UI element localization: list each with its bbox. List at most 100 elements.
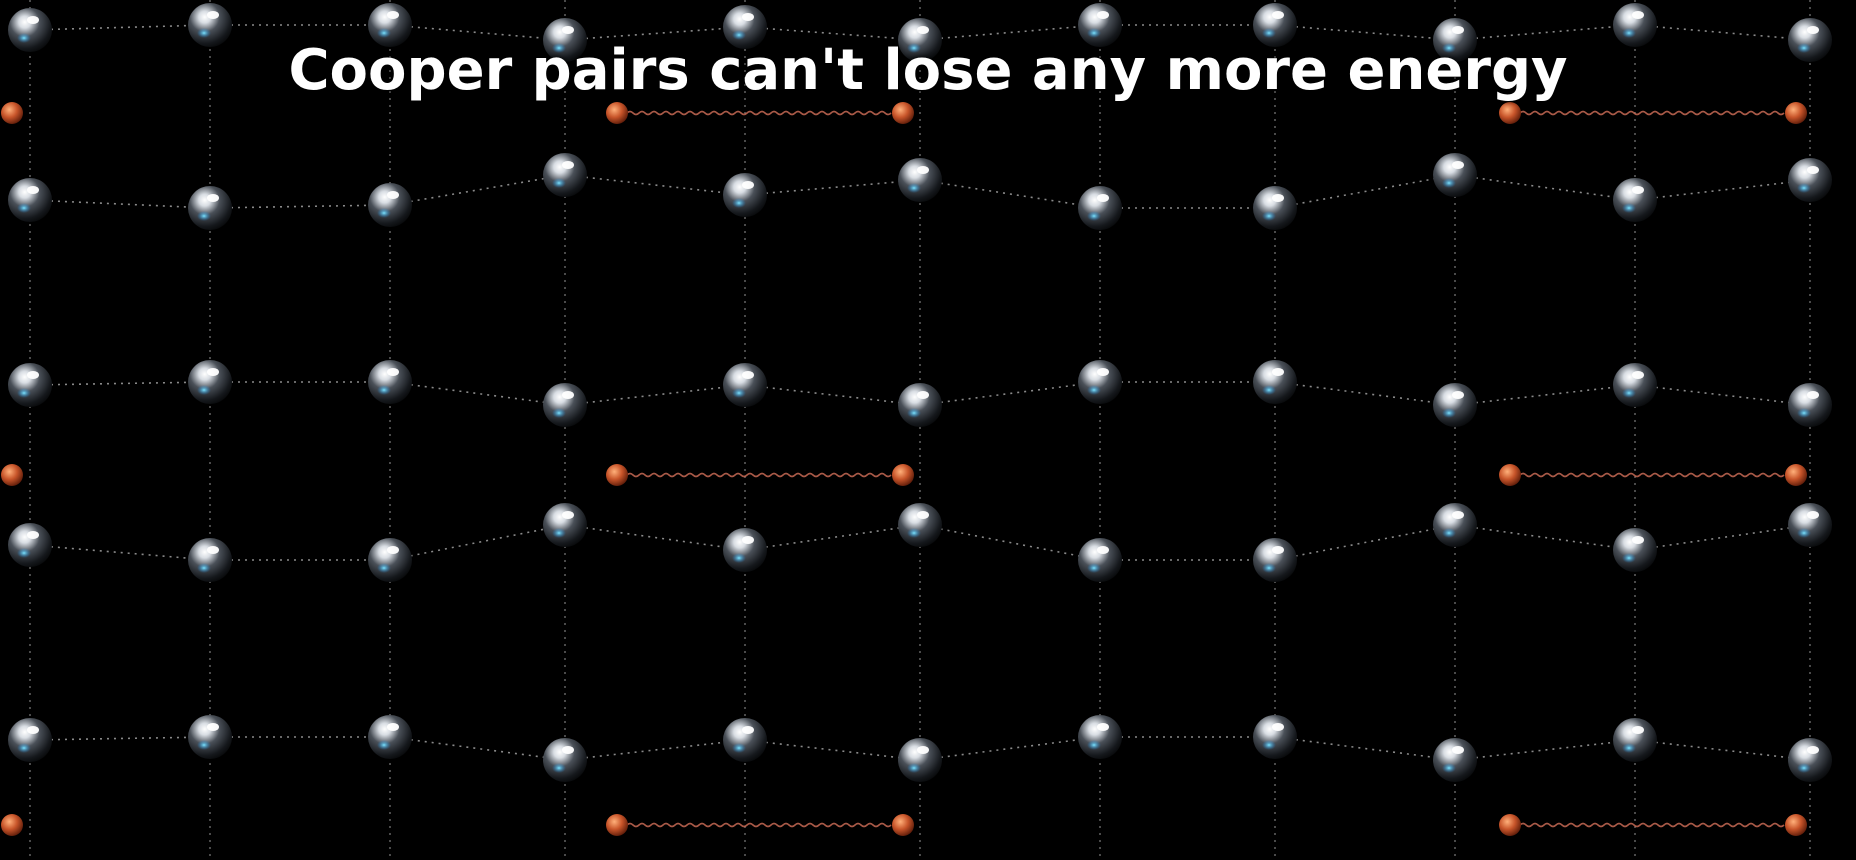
ion-highlight (1452, 161, 1464, 169)
lattice-bond-line (389, 174, 566, 206)
lattice-bond-line (1634, 524, 1811, 551)
electron-icon (1785, 464, 1807, 486)
cooper-pair (606, 464, 914, 486)
lattice-ion-icon (188, 186, 232, 230)
wavy-phonon-link-icon (626, 822, 892, 828)
ion-highlight (562, 26, 574, 34)
ion-body (723, 173, 767, 217)
lattice-bond-line (919, 524, 1101, 561)
lattice-ion-icon (723, 5, 767, 49)
ion-body (368, 3, 412, 47)
ion-body (1078, 715, 1122, 759)
lattice-bond-line (564, 384, 746, 406)
ion-highlight (387, 191, 399, 199)
ion-highlight (562, 746, 574, 754)
ion-highlight (207, 723, 219, 731)
ion-body (1433, 503, 1477, 547)
electron-icon (1499, 814, 1521, 836)
ion-glow (1262, 385, 1276, 395)
ion-glow (732, 30, 746, 40)
ion-highlight (207, 546, 219, 554)
lattice-ion-icon (1613, 718, 1657, 762)
ion-glow (1262, 28, 1276, 38)
ion-glow (1262, 740, 1276, 750)
ion-body (1433, 738, 1477, 782)
electron-icon (1785, 102, 1807, 124)
ion-highlight (1807, 511, 1819, 519)
lattice-bond-line (564, 739, 746, 761)
electron-icon (892, 102, 914, 124)
lattice-ion-icon (1433, 153, 1477, 197)
ion-glow (1797, 183, 1811, 193)
ion-body (188, 715, 232, 759)
lattice-bond-line (1634, 739, 1811, 761)
ion-glow (1442, 408, 1456, 418)
lattice-ion-icon (1788, 503, 1832, 547)
ion-highlight (27, 531, 39, 539)
lattice-ion-icon (368, 360, 412, 404)
ion-glow (1797, 763, 1811, 773)
lattice-ion-icon (1078, 715, 1122, 759)
lattice-ion-icon (8, 178, 52, 222)
lattice-bond-line (389, 381, 566, 406)
ion-body (8, 8, 52, 52)
lattice-ion-icon (898, 383, 942, 427)
lattice-ion-icon (1253, 186, 1297, 230)
ion-glow (197, 28, 211, 38)
ion-body (1613, 363, 1657, 407)
ion-glow (1622, 28, 1636, 38)
ion-highlight (1272, 194, 1284, 202)
ion-body (1253, 538, 1297, 582)
ion-glow (1087, 28, 1101, 38)
ion-glow (17, 203, 31, 213)
ion-body (543, 18, 587, 62)
ion-glow (17, 33, 31, 43)
ion-highlight (1807, 166, 1819, 174)
ion-glow (17, 743, 31, 753)
lattice-ion-icon (1613, 3, 1657, 47)
ion-glow (1262, 211, 1276, 221)
ion-highlight (27, 726, 39, 734)
ion-highlight (1452, 511, 1464, 519)
lattice-ion-icon (1078, 3, 1122, 47)
lattice-ion-icon (368, 538, 412, 582)
ion-body (8, 718, 52, 762)
ion-body (1078, 3, 1122, 47)
ion-body (368, 715, 412, 759)
lattice-ion-icon (898, 738, 942, 782)
ion-highlight (742, 536, 754, 544)
lattice-ion-icon (1433, 383, 1477, 427)
ion-body (8, 523, 52, 567)
lattice-bond-line (29, 199, 211, 209)
ion-body (1613, 718, 1657, 762)
ion-glow (907, 528, 921, 538)
lattice-bond-line (744, 384, 921, 406)
electron-icon (892, 464, 914, 486)
ion-glow (732, 553, 746, 563)
ion-glow (1442, 178, 1456, 188)
ion-glow (552, 408, 566, 418)
lattice-ion-icon (543, 738, 587, 782)
electron-icon (1, 102, 23, 124)
electron-icon (1499, 464, 1521, 486)
lattice-bond-line (744, 524, 921, 551)
ion-highlight (387, 546, 399, 554)
lattice-bond-line (744, 179, 921, 196)
ion-glow (732, 388, 746, 398)
lattice-bond-line (1274, 24, 1456, 41)
lattice-bond-line (919, 381, 1101, 406)
lattice-ion-icon (723, 363, 767, 407)
ion-highlight (1097, 546, 1109, 554)
ion-glow (1087, 385, 1101, 395)
ion-glow (907, 763, 921, 773)
ion-glow (552, 528, 566, 538)
wavy-phonon-link-icon (1519, 472, 1785, 478)
lattice-bond-line (744, 26, 921, 41)
ion-highlight (1807, 746, 1819, 754)
wavy-phonon-link-icon (1519, 110, 1785, 116)
ion-body (1613, 3, 1657, 47)
ion-glow (377, 28, 391, 38)
ion-highlight (1632, 11, 1644, 19)
ion-highlight (917, 511, 929, 519)
